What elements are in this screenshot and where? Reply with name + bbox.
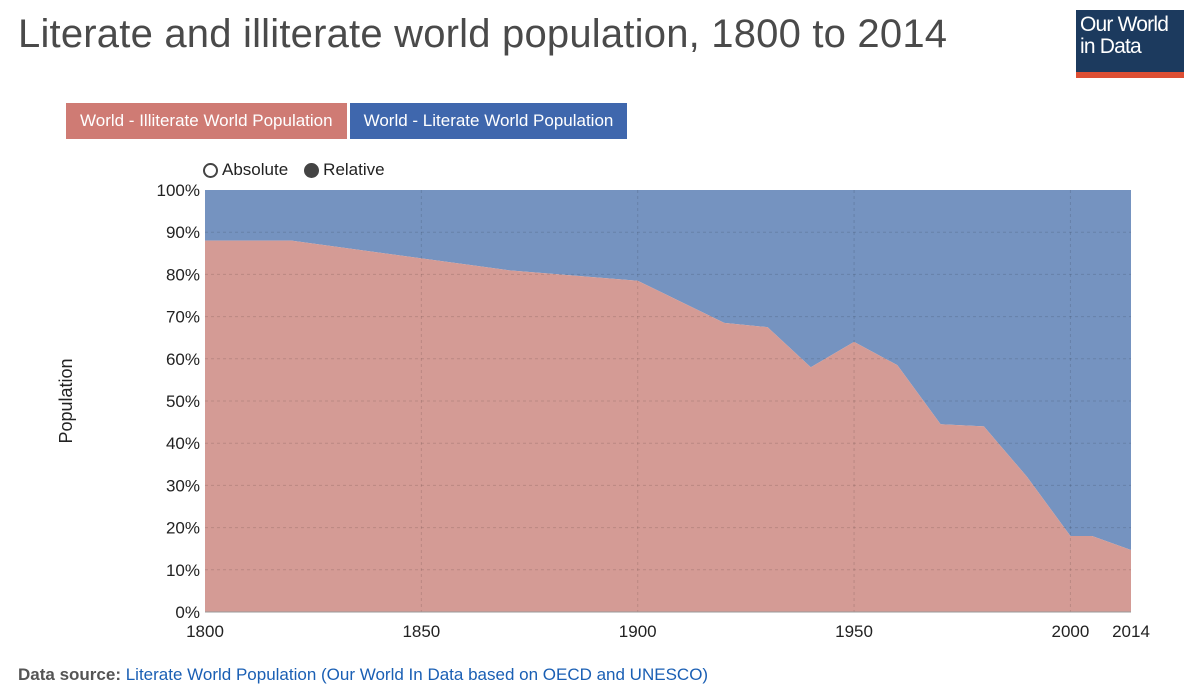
- scale-toggle: Absolute Relative: [203, 160, 401, 180]
- chart-title: Literate and illiterate world population…: [18, 12, 948, 56]
- y-tick-label: 10%: [166, 561, 200, 580]
- y-tick-label: 70%: [166, 308, 200, 327]
- area-literate: [205, 190, 1131, 550]
- y-tick-label: 30%: [166, 476, 200, 495]
- series-legend: World - Illiterate World Population Worl…: [66, 103, 630, 139]
- logo-line-1: Our World: [1080, 13, 1169, 36]
- x-tick-label: 1800: [186, 622, 224, 641]
- radio-checked-icon: [304, 162, 320, 178]
- y-tick-label: 80%: [166, 265, 200, 284]
- legend-item-illiterate[interactable]: World - Illiterate World Population: [66, 103, 347, 139]
- data-source-label: Data source:: [18, 665, 121, 684]
- y-tick-label: 100%: [157, 181, 200, 200]
- legend-item-literate[interactable]: World - Literate World Population: [349, 103, 628, 139]
- y-tick-label: 20%: [166, 519, 200, 538]
- relative-toggle[interactable]: Relative: [304, 160, 385, 180]
- y-tick-label: 0%: [175, 603, 200, 622]
- radio-unchecked-icon: [203, 162, 218, 178]
- x-tick-label: 2000: [1052, 622, 1090, 641]
- x-tick-label: 2014: [1112, 622, 1150, 641]
- x-tick-label: 1900: [619, 622, 657, 641]
- y-tick-label: 50%: [166, 392, 200, 411]
- absolute-label: Absolute: [222, 160, 289, 179]
- absolute-toggle[interactable]: Absolute: [203, 160, 288, 180]
- owid-logo[interactable]: Our World in Data: [1076, 10, 1184, 78]
- y-tick-label: 60%: [166, 350, 200, 369]
- y-tick-label: 90%: [166, 223, 200, 242]
- area-illiterate: [205, 240, 1131, 612]
- x-tick-label: 1850: [402, 622, 440, 641]
- y-axis-label: Population: [56, 358, 76, 443]
- logo-line-2: in Data: [1080, 35, 1142, 58]
- data-source-link[interactable]: Literate World Population (Our World In …: [125, 665, 709, 684]
- data-source: Data source: Literate World Population (…: [18, 665, 708, 685]
- x-tick-label: 1950: [835, 622, 873, 641]
- y-tick-label: 40%: [166, 434, 200, 453]
- relative-label: Relative: [323, 160, 385, 179]
